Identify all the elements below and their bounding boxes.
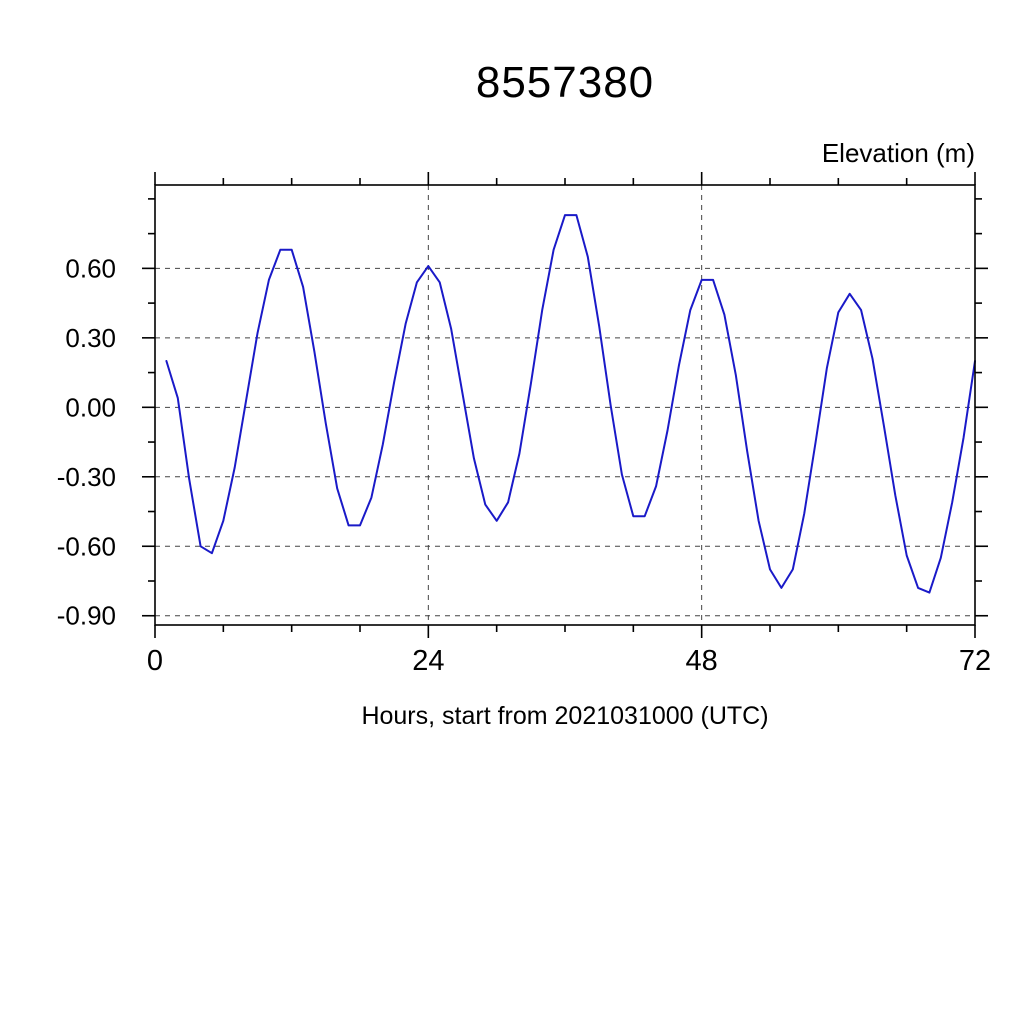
x-axis-label: Hours, start from 2021031000 (UTC) [361,702,769,730]
chart-title: 8557380 [475,58,655,107]
y-tick-label: -0.60 [57,531,116,561]
plot-frame [154,184,976,626]
y-tick-label: -0.30 [57,462,116,492]
x-tick-label: 72 [959,645,991,677]
x-tick-label: 48 [686,645,718,677]
y-tick-label: 0.00 [65,392,116,422]
y-tick-label: 0.30 [65,323,116,353]
y-tick-label: 0.60 [65,253,116,283]
tide-elevation-line [165,214,976,594]
y-tick-label: -0.90 [57,601,116,631]
x-tick-label: 24 [412,645,444,677]
x-tick-label: 0 [147,645,163,677]
y-axis-label: Elevation (m) [821,138,975,168]
